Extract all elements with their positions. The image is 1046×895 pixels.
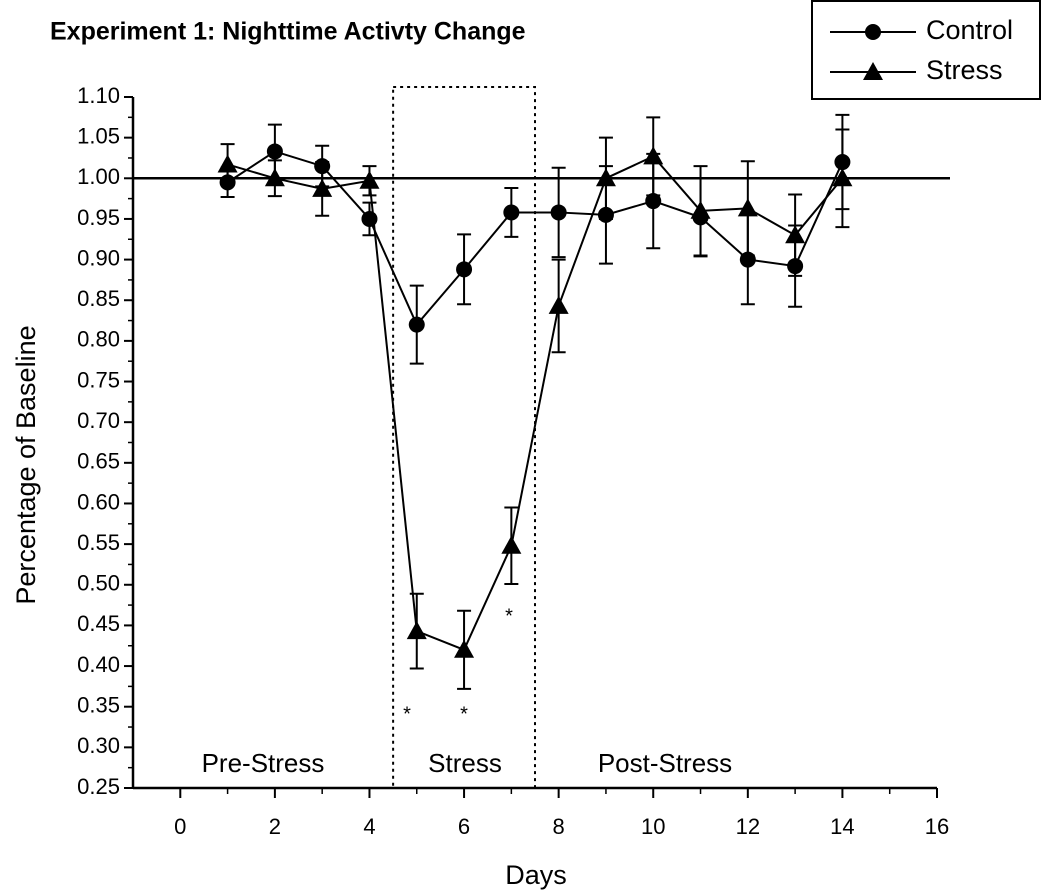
x-tick-label: 6 xyxy=(458,814,470,839)
series-line xyxy=(227,155,844,652)
marker xyxy=(645,193,662,210)
annotation: * xyxy=(460,703,468,725)
legend-label: Control xyxy=(926,15,1013,45)
y-tick-label: 0.35 xyxy=(77,693,120,718)
y-tick-label: 0.40 xyxy=(77,652,120,677)
annotation: Pre-Stress xyxy=(202,748,325,778)
marker xyxy=(550,204,567,221)
marker xyxy=(690,200,711,219)
y-tick-label: 0.65 xyxy=(77,449,120,474)
marker xyxy=(264,168,285,187)
marker xyxy=(548,295,569,314)
annotation: * xyxy=(403,703,411,725)
y-tick-label: 0.95 xyxy=(77,205,120,230)
marker xyxy=(832,168,853,187)
marker xyxy=(503,204,520,221)
legend-box xyxy=(811,0,1041,100)
x-tick-label: 10 xyxy=(641,814,665,839)
x-tick-label: 4 xyxy=(363,814,375,839)
highlight-region xyxy=(392,86,536,789)
marker xyxy=(643,146,664,165)
marker xyxy=(785,225,806,244)
x-tick-label: 8 xyxy=(553,814,565,839)
marker xyxy=(454,639,475,658)
y-tick-label: 0.75 xyxy=(77,367,120,392)
x-tick-label: 0 xyxy=(174,814,186,839)
y-tick-label: 0.80 xyxy=(77,327,120,352)
y-tick-label: 0.60 xyxy=(77,489,120,514)
y-tick-label: 1.10 xyxy=(77,83,120,108)
x-tick-label: 12 xyxy=(736,814,760,839)
marker xyxy=(456,261,473,278)
y-tick-label: 0.70 xyxy=(77,408,120,433)
marker xyxy=(217,154,238,173)
marker xyxy=(865,24,881,40)
y-tick-label: 0.50 xyxy=(77,571,120,596)
x-axis-label: Days xyxy=(505,860,567,890)
y-tick-label: 1.00 xyxy=(77,164,120,189)
y-tick-label: 1.05 xyxy=(77,123,120,148)
x-tick-label: 16 xyxy=(925,814,949,839)
y-tick-label: 0.45 xyxy=(77,611,120,636)
annotation: Stress xyxy=(428,748,502,778)
y-tick-label: 0.25 xyxy=(77,774,120,799)
annotation: Post-Stress xyxy=(598,748,732,778)
legend-label: Stress xyxy=(926,55,1003,85)
annotation: * xyxy=(505,605,513,627)
x-tick-label: 2 xyxy=(269,814,281,839)
marker xyxy=(266,143,283,160)
y-tick-label: 0.30 xyxy=(77,733,120,758)
y-tick-label: 0.90 xyxy=(77,245,120,270)
marker xyxy=(595,168,616,187)
y-tick-label: 0.85 xyxy=(77,286,120,311)
marker xyxy=(406,621,427,640)
marker xyxy=(408,316,425,333)
y-axis-label: Percentage of Baseline xyxy=(11,325,41,604)
y-tick-label: 0.55 xyxy=(77,530,120,555)
marker xyxy=(863,62,883,80)
marker xyxy=(359,170,380,189)
x-tick-label: 14 xyxy=(830,814,854,839)
marker xyxy=(312,178,333,197)
marker xyxy=(501,535,522,554)
series-line xyxy=(227,150,844,327)
marker xyxy=(737,198,758,217)
chart-title: Experiment 1: Nighttime Activty Change xyxy=(50,18,526,46)
